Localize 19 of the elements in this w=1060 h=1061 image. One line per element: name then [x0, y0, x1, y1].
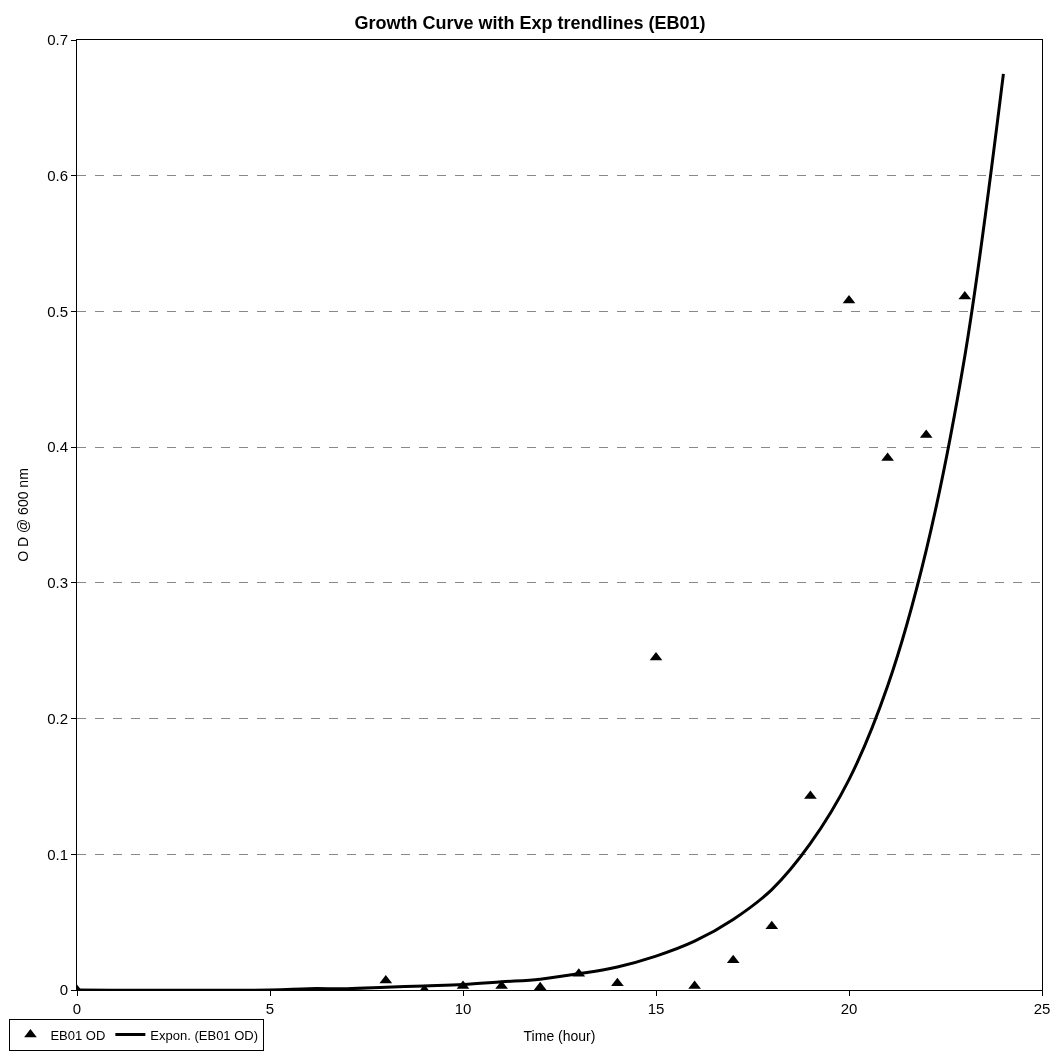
y-tick-label: 0.1: [47, 845, 68, 863]
chart-title: Growth Curve with Exp trendlines (EB01): [354, 12, 706, 33]
y-tick-label: 0.5: [47, 302, 68, 320]
legend-label: EB01 OD: [50, 1027, 106, 1043]
y-tick-label: 0.6: [47, 166, 68, 184]
x-tick-label: 25: [1033, 1000, 1051, 1017]
x-tick-label: 20: [840, 1000, 858, 1017]
x-tick-label: 15: [647, 1000, 665, 1017]
y-tick-label: 0.7: [47, 31, 68, 49]
y-axis-title: O D @ 600 nm: [14, 468, 31, 562]
x-axis-title: Time (hour): [523, 1028, 596, 1045]
x-tick-label: 0: [72, 1000, 82, 1017]
x-tick-label: 5: [265, 1000, 275, 1017]
x-tick-label: 10: [454, 1000, 472, 1017]
legend-label: Expon. (EB01 OD): [150, 1027, 259, 1043]
y-tick-label: 0.2: [47, 709, 68, 727]
y-tick-label: 0.3: [47, 574, 68, 592]
y-tick-label: 0: [59, 981, 68, 999]
y-tick-label: 0.4: [47, 438, 68, 456]
